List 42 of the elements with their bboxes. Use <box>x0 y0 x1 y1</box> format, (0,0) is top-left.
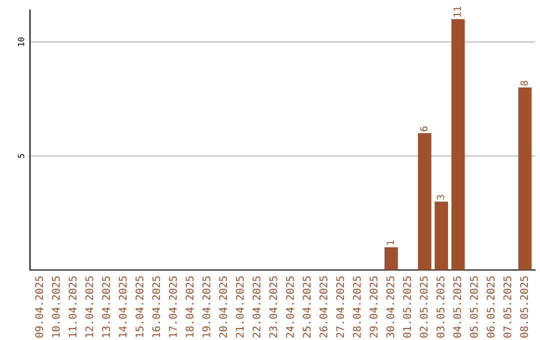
bar <box>451 19 465 270</box>
x-tick-label: 03.05.2025 <box>436 276 444 338</box>
x-tick-label: 25.04.2025 <box>302 276 311 338</box>
x-tick-label: 22.04.2025 <box>252 276 260 338</box>
x-tick-label: 28.04.2025 <box>352 276 361 338</box>
data-label: 11 <box>454 6 461 17</box>
x-tick-label: 07.05.2025 <box>503 276 512 338</box>
x-tick-label: 02.05.2025 <box>420 276 428 338</box>
bar <box>434 202 448 270</box>
x-tick-label: 04.05.2025 <box>453 276 462 338</box>
x-tick-label: 15.04.2025 <box>136 276 144 338</box>
data-label: 8 <box>520 80 528 86</box>
x-tick-label: 06.05.2025 <box>486 276 495 338</box>
y-tick-label: 5 <box>18 154 24 158</box>
x-tick-label: 17.04.2025 <box>168 276 177 338</box>
x-tick-label: 10.04.2025 <box>52 276 60 338</box>
x-tick-label: 23.04.2025 <box>269 276 278 338</box>
x-tick-label: 21.04.2025 <box>236 276 244 338</box>
x-tick-label: 14.04.2025 <box>118 276 127 338</box>
bar <box>418 133 432 270</box>
x-tick-label: 24.04.2025 <box>286 276 294 338</box>
x-tick-label: 05.05.2025 <box>470 276 478 338</box>
y-tick-label: 10 <box>18 37 24 46</box>
x-tick-label: 30.04.2025 <box>386 276 394 338</box>
x-tick-label: 20.04.2025 <box>219 276 228 338</box>
x-tick-label: 13.04.2025 <box>102 276 110 338</box>
x-tick-label: 12.04.2025 <box>85 276 94 338</box>
x-tick-label: 29.04.2025 <box>370 276 378 338</box>
x-tick-label: 11.04.2025 <box>68 276 77 338</box>
bar <box>518 88 532 270</box>
x-tick-label: 26.04.2025 <box>319 276 328 338</box>
x-tick-label: 09.04.2025 <box>35 276 44 338</box>
x-tick-label: 19.04.2025 <box>202 276 210 338</box>
x-tick-label: 01.05.2025 <box>403 276 411 338</box>
x-tick-label: 18.04.2025 <box>186 276 194 338</box>
x-tick-label: 08.05.2025 <box>520 276 528 338</box>
bar <box>384 247 398 270</box>
data-label: 6 <box>420 126 428 132</box>
x-tick-label: 27.04.2025 <box>336 276 344 338</box>
x-tick-label: 16.04.2025 <box>152 276 160 338</box>
data-label: 1 <box>386 240 394 245</box>
data-label: 3 <box>436 195 444 200</box>
